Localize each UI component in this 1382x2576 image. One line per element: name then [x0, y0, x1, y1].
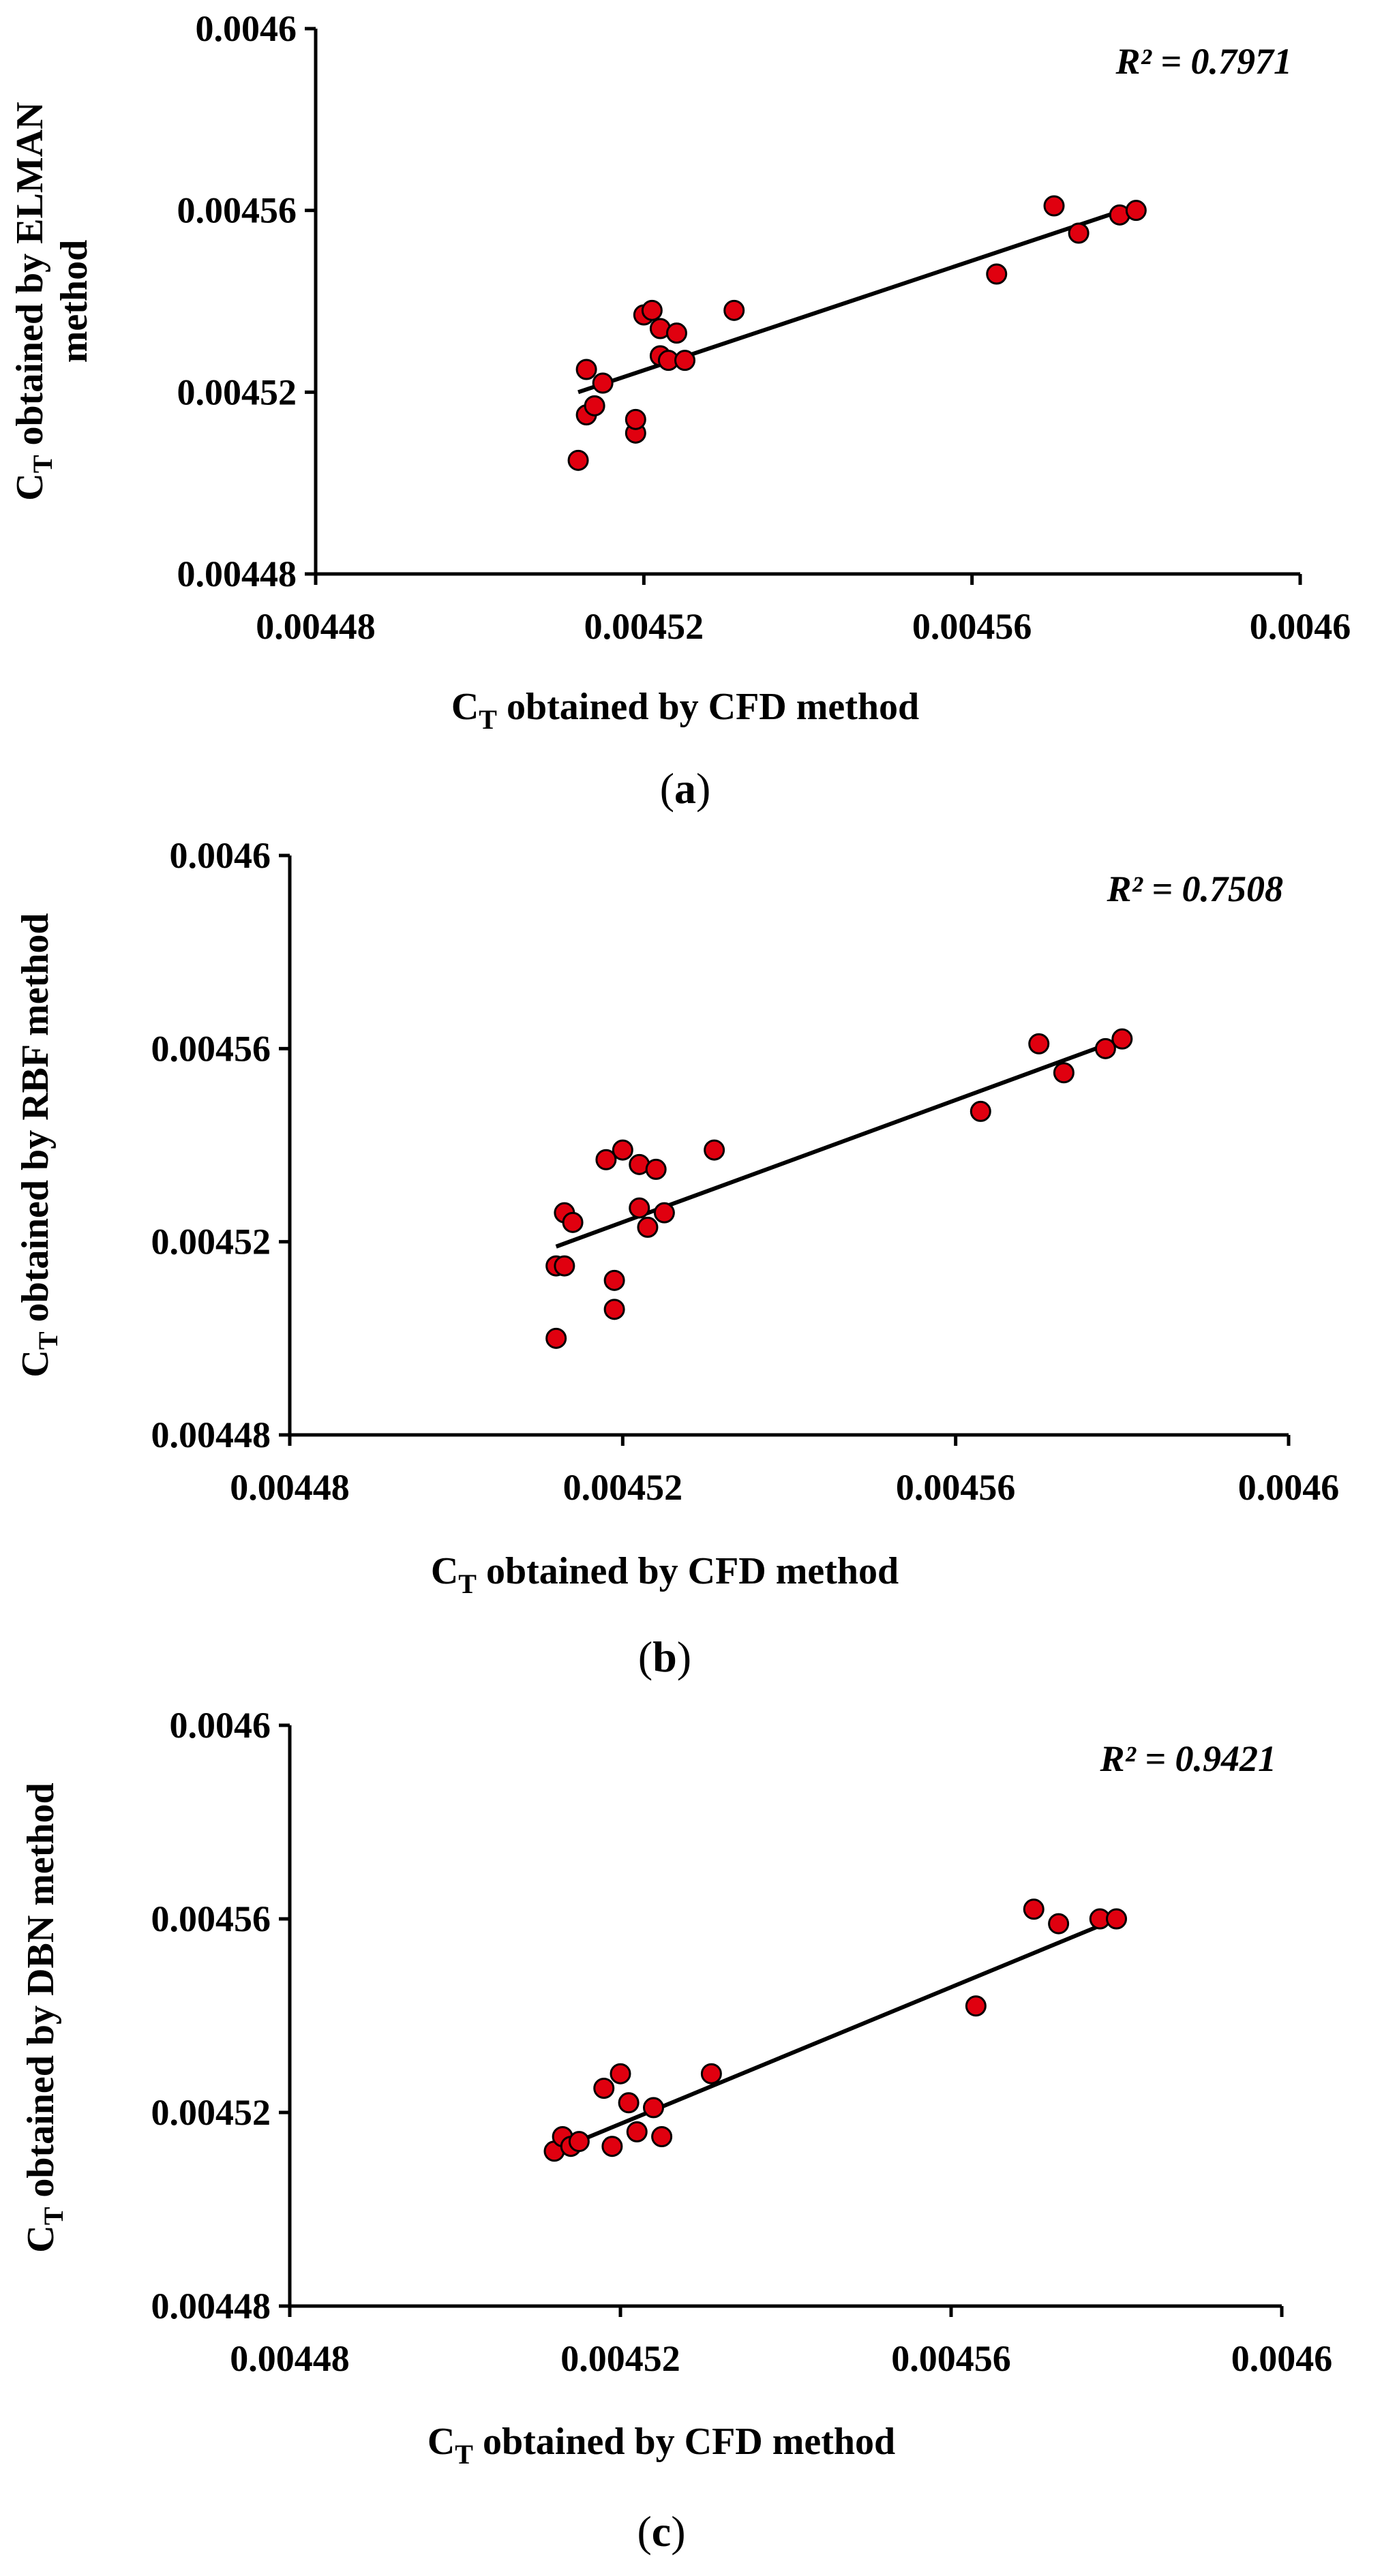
- y-tick-label: 0.00452: [177, 372, 297, 412]
- data-point: [592, 372, 614, 394]
- x-tick-label: 0.00452: [563, 1467, 683, 1508]
- data-point: [651, 2126, 673, 2147]
- data-point: [603, 1299, 625, 1320]
- y-tick-label: 0.0046: [170, 1705, 271, 1746]
- data-point: [704, 1139, 725, 1161]
- y-tick-label: 0.00448: [177, 554, 297, 594]
- data-point: [986, 263, 1008, 285]
- x-tick-label: 0.00452: [584, 606, 704, 647]
- data-point: [603, 1269, 625, 1291]
- x-tick-label: 0.00456: [891, 2338, 1011, 2379]
- data-point: [629, 1197, 650, 1219]
- data-point: [1068, 222, 1090, 244]
- r2-label: R² = 0.9421: [1100, 1738, 1276, 1779]
- data-point: [1028, 1033, 1050, 1055]
- data-point: [593, 2078, 615, 2099]
- y-axis-title-line2: method: [53, 240, 95, 363]
- y-tick-label: 0.00456: [151, 1898, 271, 1939]
- data-point: [637, 1216, 659, 1238]
- y-tick-label: 0.00456: [151, 1028, 271, 1069]
- data-point: [1106, 1908, 1127, 1930]
- y-tick-label: 0.00448: [151, 1414, 271, 1455]
- data-point: [567, 449, 589, 471]
- x-tick-label: 0.00456: [896, 1467, 1016, 1508]
- x-tick-label: 0.00456: [912, 606, 1032, 647]
- data-point: [641, 299, 663, 321]
- data-point: [700, 2063, 722, 2085]
- x-tick-label: 0.00448: [256, 606, 376, 647]
- x-tick-label: 0.00448: [230, 1467, 350, 1508]
- panel-label-b: (b): [638, 1633, 691, 1681]
- x-axis-title: CT obtained by CFD method: [431, 1550, 899, 1599]
- data-point: [643, 2097, 664, 2119]
- data-point: [626, 2121, 648, 2142]
- data-point: [562, 1211, 584, 1233]
- data-point: [1094, 1037, 1116, 1059]
- data-point: [601, 2136, 623, 2157]
- panel-label-a: (a): [660, 764, 711, 813]
- data-point: [612, 1139, 633, 1161]
- x-tick-label: 0.0046: [1231, 2338, 1333, 2379]
- data-point: [723, 299, 745, 321]
- y-axis-title: CT obtained by ELMAN: [9, 102, 58, 500]
- y-tick-label: 0.00448: [151, 2286, 271, 2327]
- x-tick-label: 0.00452: [560, 2338, 680, 2379]
- data-point: [554, 1255, 575, 1277]
- y-tick-label: 0.00452: [151, 2092, 271, 2133]
- data-point: [575, 359, 597, 380]
- y-tick-label: 0.00456: [177, 190, 297, 231]
- data-point: [970, 1100, 991, 1122]
- chart-panel-c: 0.00448 0.00452 0.00456 0.0046 0.00448 0.0045…: [20, 1705, 1332, 2556]
- data-point: [1053, 1062, 1075, 1084]
- y-tick-label: 0.0046: [196, 8, 297, 49]
- data-point: [1111, 1028, 1133, 1050]
- data-point: [618, 2092, 640, 2114]
- x-axis-title: CT obtained by CFD method: [427, 2421, 895, 2470]
- data-point: [545, 1327, 567, 1349]
- x-tick-label: 0.00448: [230, 2338, 350, 2379]
- chart-panel-a: 0.00448 0.00452 0.00456 0.0046 0.00448 0.0045…: [9, 8, 1351, 813]
- data-point: [625, 408, 646, 430]
- data-point: [1023, 1898, 1045, 1920]
- data-point: [1043, 195, 1065, 217]
- y-tick-label: 0.0046: [170, 835, 271, 876]
- fit-line: [555, 1037, 1123, 1249]
- r2-label: R² = 0.7971: [1115, 41, 1292, 82]
- y-axis-title: CT obtained by RBF method: [14, 913, 63, 1377]
- fit-line: [553, 1917, 1117, 2153]
- data-point: [610, 2063, 631, 2085]
- data-point: [1048, 1913, 1070, 1935]
- data-point: [965, 1995, 987, 2017]
- y-axis-title: CT obtained by DBN method: [20, 1783, 69, 2252]
- data-point: [584, 395, 605, 416]
- chart-panel-b: 0.00448 0.00452 0.00456 0.0046 0.00448 0.0045…: [14, 835, 1339, 1681]
- x-tick-label: 0.0046: [1250, 606, 1351, 647]
- x-tick-label: 0.0046: [1238, 1467, 1340, 1508]
- data-point: [1125, 200, 1147, 222]
- data-point: [674, 350, 695, 372]
- y-tick-label: 0.00452: [151, 1222, 271, 1262]
- x-axis-title: CT obtained by CFD method: [451, 686, 919, 735]
- data-point: [568, 2131, 590, 2153]
- data-point: [665, 322, 687, 344]
- r2-label: R² = 0.7508: [1107, 868, 1283, 909]
- panel-label-c: (c): [637, 2507, 685, 2556]
- data-point: [645, 1158, 667, 1180]
- data-point: [653, 1202, 675, 1224]
- data-point: [595, 1149, 617, 1170]
